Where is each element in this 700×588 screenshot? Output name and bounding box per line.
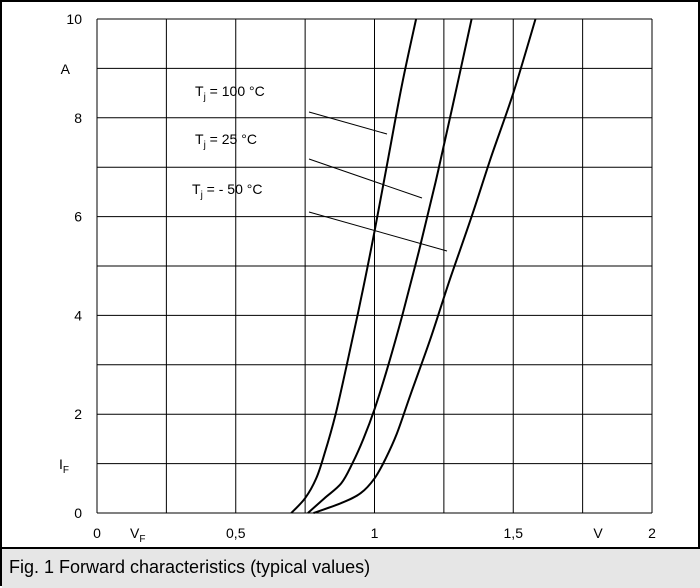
y-tick-label: 6 [74, 209, 82, 225]
series-label-1: Tj = 100 °C [195, 83, 265, 103]
y-tick-label: 4 [74, 307, 82, 323]
y-tick-label: 2 [74, 406, 82, 422]
x-tick-label: 1,5 [504, 525, 524, 541]
x-axis-label: VF [130, 525, 145, 545]
series-line-2 [307, 18, 473, 514]
y-tick-label: 8 [74, 110, 82, 126]
y-tick-label: 10 [66, 11, 82, 27]
caption-bar: Fig. 1 Forward characteristics (typical … [2, 547, 700, 588]
series-label-leader-1 [308, 111, 388, 135]
x-tick-label: 0 [93, 525, 101, 541]
series-label-3: Tj = - 50 °C [192, 181, 262, 201]
x-tick-label: 0,5 [226, 525, 246, 541]
y-axis-label: IF [59, 456, 69, 476]
series-label-leader-2 [308, 158, 423, 199]
y-unit-label: A [61, 61, 71, 77]
x-tick-label: 2 [648, 525, 656, 541]
x-tick-label: 1 [371, 525, 379, 541]
y-tick-label: 0 [74, 505, 82, 521]
series-label-leader-3 [308, 211, 448, 252]
x-unit-label: V [593, 525, 603, 541]
figure-caption: Fig. 1 Forward characteristics (typical … [9, 557, 371, 577]
series-line-1 [290, 18, 418, 514]
series-line-3 [313, 18, 537, 514]
series-label-2: Tj = 25 °C [195, 131, 257, 151]
forward-characteristics-chart: Tj = 100 °C Tj = 25 °C Tj = - 50 °C 0 2 4 6 8 1… [59, 11, 656, 545]
